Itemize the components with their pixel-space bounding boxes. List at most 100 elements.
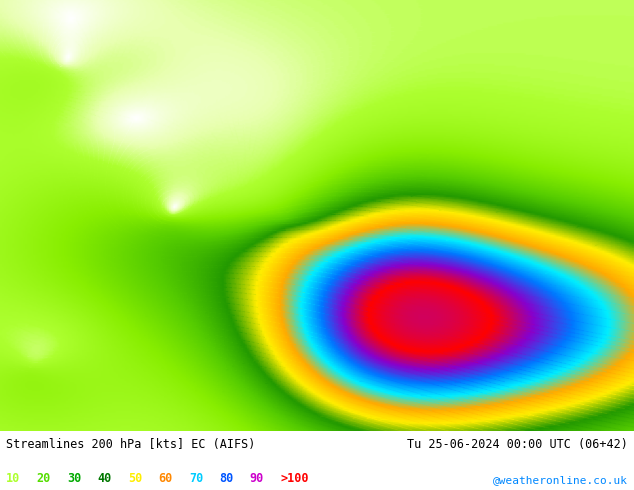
- FancyArrowPatch shape: [455, 380, 458, 382]
- FancyArrowPatch shape: [290, 289, 293, 292]
- FancyArrowPatch shape: [243, 361, 246, 364]
- FancyArrowPatch shape: [297, 110, 301, 113]
- FancyArrowPatch shape: [440, 225, 443, 228]
- FancyArrowPatch shape: [52, 376, 55, 379]
- FancyArrowPatch shape: [520, 81, 522, 84]
- FancyArrowPatch shape: [374, 35, 377, 38]
- FancyArrowPatch shape: [220, 93, 223, 96]
- Text: @weatheronline.co.uk: @weatheronline.co.uk: [493, 475, 628, 485]
- FancyArrowPatch shape: [467, 301, 470, 304]
- FancyArrowPatch shape: [450, 108, 452, 111]
- FancyArrowPatch shape: [381, 416, 384, 418]
- FancyArrowPatch shape: [142, 360, 145, 363]
- FancyArrowPatch shape: [595, 243, 598, 245]
- FancyArrowPatch shape: [320, 414, 323, 417]
- FancyArrowPatch shape: [596, 332, 599, 335]
- FancyArrowPatch shape: [576, 158, 579, 160]
- FancyArrowPatch shape: [151, 158, 154, 161]
- FancyArrowPatch shape: [552, 183, 555, 186]
- FancyArrowPatch shape: [161, 21, 164, 23]
- FancyArrowPatch shape: [510, 90, 514, 92]
- FancyArrowPatch shape: [153, 152, 156, 154]
- FancyArrowPatch shape: [293, 350, 295, 353]
- FancyArrowPatch shape: [573, 263, 576, 266]
- FancyArrowPatch shape: [174, 189, 176, 191]
- FancyArrowPatch shape: [451, 366, 454, 369]
- FancyArrowPatch shape: [403, 51, 405, 54]
- FancyArrowPatch shape: [392, 245, 395, 247]
- FancyArrowPatch shape: [440, 122, 443, 125]
- FancyArrowPatch shape: [58, 121, 61, 123]
- FancyArrowPatch shape: [422, 173, 425, 176]
- FancyArrowPatch shape: [445, 143, 448, 145]
- FancyArrowPatch shape: [312, 348, 315, 350]
- FancyArrowPatch shape: [577, 224, 580, 227]
- Text: 90: 90: [250, 472, 264, 485]
- FancyArrowPatch shape: [29, 365, 32, 368]
- FancyArrowPatch shape: [205, 84, 207, 87]
- FancyArrowPatch shape: [543, 152, 545, 155]
- FancyArrowPatch shape: [194, 379, 197, 382]
- FancyArrowPatch shape: [233, 364, 236, 366]
- FancyArrowPatch shape: [438, 187, 441, 190]
- FancyArrowPatch shape: [465, 164, 467, 167]
- FancyArrowPatch shape: [160, 220, 164, 223]
- FancyArrowPatch shape: [50, 121, 53, 124]
- FancyArrowPatch shape: [463, 374, 467, 376]
- FancyArrowPatch shape: [496, 199, 500, 202]
- FancyArrowPatch shape: [422, 59, 424, 61]
- FancyArrowPatch shape: [337, 33, 340, 36]
- FancyArrowPatch shape: [205, 310, 209, 313]
- FancyArrowPatch shape: [339, 194, 342, 196]
- FancyArrowPatch shape: [20, 159, 23, 162]
- FancyArrowPatch shape: [569, 396, 573, 399]
- FancyArrowPatch shape: [88, 136, 91, 139]
- FancyArrowPatch shape: [446, 238, 450, 241]
- FancyArrowPatch shape: [421, 393, 424, 395]
- FancyArrowPatch shape: [383, 187, 386, 190]
- FancyArrowPatch shape: [146, 314, 149, 317]
- FancyArrowPatch shape: [359, 379, 363, 382]
- FancyArrowPatch shape: [126, 366, 129, 369]
- FancyArrowPatch shape: [171, 389, 174, 392]
- FancyArrowPatch shape: [413, 227, 417, 230]
- FancyArrowPatch shape: [326, 271, 329, 274]
- FancyArrowPatch shape: [367, 416, 370, 418]
- FancyArrowPatch shape: [318, 90, 321, 92]
- FancyArrowPatch shape: [311, 324, 314, 326]
- FancyArrowPatch shape: [25, 14, 28, 17]
- FancyArrowPatch shape: [411, 194, 414, 196]
- FancyArrowPatch shape: [323, 21, 326, 24]
- FancyArrowPatch shape: [275, 119, 278, 122]
- FancyArrowPatch shape: [312, 335, 314, 338]
- FancyArrowPatch shape: [538, 328, 541, 331]
- FancyArrowPatch shape: [60, 144, 63, 147]
- FancyArrowPatch shape: [27, 254, 30, 256]
- FancyArrowPatch shape: [156, 107, 159, 110]
- FancyArrowPatch shape: [16, 32, 19, 35]
- FancyArrowPatch shape: [22, 108, 25, 111]
- FancyArrowPatch shape: [595, 191, 598, 193]
- FancyArrowPatch shape: [115, 418, 118, 421]
- FancyArrowPatch shape: [524, 65, 527, 68]
- FancyArrowPatch shape: [314, 110, 317, 113]
- FancyArrowPatch shape: [96, 18, 99, 21]
- FancyArrowPatch shape: [147, 176, 150, 179]
- FancyArrowPatch shape: [46, 277, 49, 279]
- FancyArrowPatch shape: [447, 182, 450, 185]
- FancyArrowPatch shape: [281, 19, 283, 22]
- FancyArrowPatch shape: [586, 214, 589, 216]
- FancyArrowPatch shape: [38, 300, 41, 303]
- FancyArrowPatch shape: [375, 74, 377, 77]
- FancyArrowPatch shape: [313, 7, 316, 10]
- FancyArrowPatch shape: [111, 33, 113, 36]
- FancyArrowPatch shape: [581, 122, 584, 125]
- FancyArrowPatch shape: [271, 15, 275, 18]
- FancyArrowPatch shape: [14, 204, 16, 207]
- FancyArrowPatch shape: [139, 99, 143, 102]
- FancyArrowPatch shape: [266, 381, 268, 384]
- FancyArrowPatch shape: [285, 29, 288, 32]
- FancyArrowPatch shape: [22, 219, 25, 221]
- FancyArrowPatch shape: [543, 106, 547, 108]
- FancyArrowPatch shape: [346, 42, 349, 45]
